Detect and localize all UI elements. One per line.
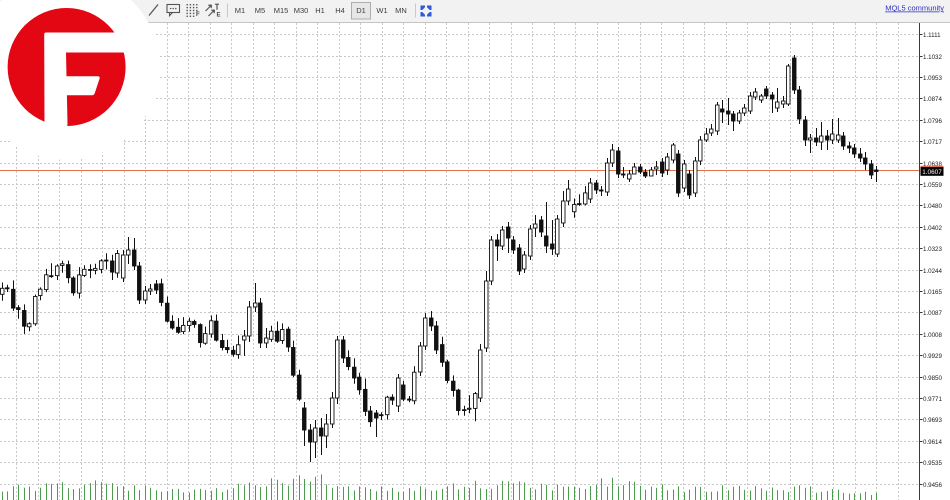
svg-text:1.0874: 1.0874 (923, 96, 942, 103)
svg-text:1.0165: 1.0165 (923, 289, 942, 296)
svg-text:1.0638: 1.0638 (923, 161, 942, 168)
svg-text:0.9771: 0.9771 (923, 396, 942, 403)
svg-text:F: F (196, 12, 200, 18)
svg-text:W1: W1 (376, 6, 387, 15)
svg-text:1.0008: 1.0008 (923, 332, 942, 339)
svg-text:M1: M1 (235, 6, 245, 15)
svg-text:MQL5 community: MQL5 community (885, 4, 944, 13)
svg-text:M30: M30 (294, 6, 309, 15)
svg-text:0.9929: 0.9929 (923, 353, 942, 360)
svg-text:1.0244: 1.0244 (923, 268, 942, 275)
svg-text:1.0323: 1.0323 (923, 246, 942, 253)
svg-text:H1: H1 (315, 6, 325, 15)
svg-text:1.0953: 1.0953 (923, 75, 942, 82)
svg-text:0.9614: 0.9614 (923, 439, 942, 446)
svg-text:1.0480: 1.0480 (923, 203, 942, 210)
svg-text:0.9535: 0.9535 (923, 460, 942, 467)
svg-text:MN: MN (395, 6, 407, 15)
svg-text:1.0796: 1.0796 (923, 118, 942, 125)
svg-text:1.1032: 1.1032 (923, 54, 942, 61)
svg-text:H4: H4 (335, 6, 345, 15)
svg-text:D1: D1 (356, 6, 366, 15)
svg-text:0.9850: 0.9850 (923, 375, 942, 382)
svg-text:1.0559: 1.0559 (923, 182, 942, 189)
svg-text:1.0607: 1.0607 (922, 169, 942, 176)
svg-text:1.0402: 1.0402 (923, 225, 942, 232)
svg-text:0.9693: 0.9693 (923, 417, 942, 424)
svg-text:E: E (217, 13, 221, 19)
svg-text:M5: M5 (255, 6, 265, 15)
svg-text:1.0717: 1.0717 (923, 139, 942, 146)
svg-text:0.9456: 0.9456 (923, 482, 942, 489)
svg-text:M15: M15 (274, 6, 289, 15)
svg-text:1.1111: 1.1111 (923, 32, 941, 39)
svg-text:1.0087: 1.0087 (923, 310, 942, 317)
